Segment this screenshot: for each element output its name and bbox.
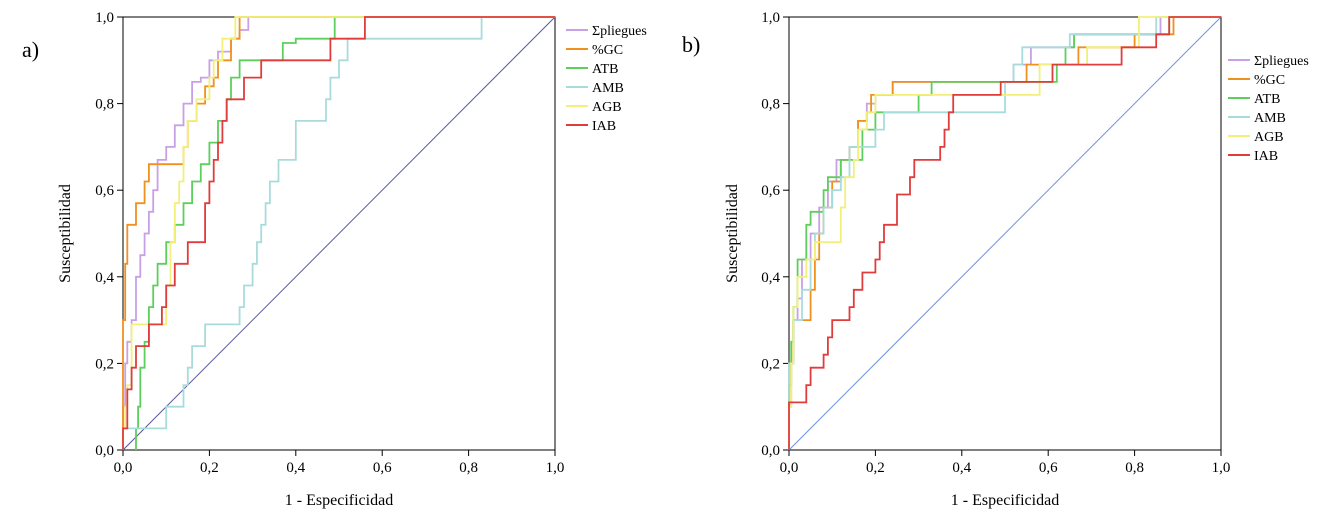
x-axis-label: 1 - Especificidad bbox=[285, 492, 393, 509]
legend-entry: %GC bbox=[592, 43, 623, 58]
legend-entry: IAB bbox=[592, 119, 616, 134]
legend-entry: ATB bbox=[592, 62, 618, 77]
y-tick-label: 0,0 bbox=[95, 443, 114, 459]
reference-diagonal-line bbox=[788, 16, 1222, 451]
roc-curve-5 bbox=[788, 16, 1221, 450]
x-tick-label: 0,6 bbox=[373, 460, 392, 476]
reference-diagonal-line bbox=[122, 16, 556, 451]
x-tick-label: 1,0 bbox=[546, 460, 565, 476]
legend-entry: AGB bbox=[592, 100, 622, 115]
legend-entry: IAB bbox=[1254, 149, 1278, 164]
x-tick-label: 0,2 bbox=[200, 460, 219, 476]
x-tick-label: 1,0 bbox=[1212, 460, 1231, 476]
legend: Σpliegues %GC ATB AMB AGB IAB bbox=[1228, 54, 1309, 164]
y-tick-label: 0,4 bbox=[761, 270, 780, 286]
chart-panel-a: 0,0 0,2 0,4 0,6 0,8 1,0 0,0 0,2 0,4 0,6 0,8 1,0 1 - … bbox=[22, 10, 647, 509]
x-tick-label: 0,4 bbox=[286, 460, 305, 476]
chart-panel-b: 0,0 0,2 0,4 0,6 0,8 1,0 0,0 0,2 0,4 0,6 0,8 1,0 1 - … bbox=[682, 10, 1309, 509]
y-axis-label: Susceptibilidad bbox=[57, 184, 74, 283]
x-tick-label: 0,0 bbox=[780, 460, 799, 476]
legend-entry: Σpliegues bbox=[1254, 54, 1309, 69]
y-tick-label: 1,0 bbox=[761, 10, 780, 26]
roc-curve-6 bbox=[122, 16, 555, 450]
x-tick-label: 0,4 bbox=[952, 460, 971, 476]
panel-label: a) bbox=[22, 37, 39, 62]
legend-entry: %GC bbox=[1254, 73, 1285, 88]
y-tick-label: 1,0 bbox=[95, 10, 114, 26]
y-tick-label: 0,2 bbox=[95, 356, 114, 372]
x-axis-label: 1 - Especificidad bbox=[951, 492, 1059, 509]
legend-entry: AMB bbox=[1254, 111, 1286, 126]
roc-curve-5 bbox=[122, 16, 555, 450]
y-tick-label: 0,6 bbox=[95, 183, 114, 199]
x-tick-label: 0,8 bbox=[459, 460, 478, 476]
roc-curve-4 bbox=[122, 16, 555, 450]
legend-entry: AGB bbox=[1254, 130, 1284, 145]
plot-frame bbox=[788, 16, 1222, 451]
legend: Σpliegues %GC ATB AMB AGB IAB bbox=[566, 24, 647, 134]
roc-curve-6 bbox=[788, 16, 1221, 450]
legend-entry: ATB bbox=[1254, 92, 1280, 107]
roc-curve-4 bbox=[788, 16, 1221, 450]
legend-entry: Σpliegues bbox=[592, 24, 647, 39]
y-tick-label: 0,2 bbox=[761, 356, 780, 372]
y-axis-label: Susceptibilidad bbox=[724, 184, 741, 283]
y-tick-label: 0,8 bbox=[761, 97, 780, 113]
x-tick-label: 0,8 bbox=[1125, 460, 1144, 476]
x-tick-label: 0,2 bbox=[866, 460, 885, 476]
legend-entry: AMB bbox=[592, 81, 624, 96]
y-tick-label: 0,0 bbox=[761, 443, 780, 459]
x-tick-label: 0,6 bbox=[1039, 460, 1058, 476]
y-tick-label: 0,4 bbox=[95, 270, 114, 286]
y-tick-label: 0,8 bbox=[95, 97, 114, 113]
x-tick-label: 0,0 bbox=[114, 460, 133, 476]
y-tick-label: 0,6 bbox=[761, 183, 780, 199]
panel-label: b) bbox=[682, 32, 700, 57]
